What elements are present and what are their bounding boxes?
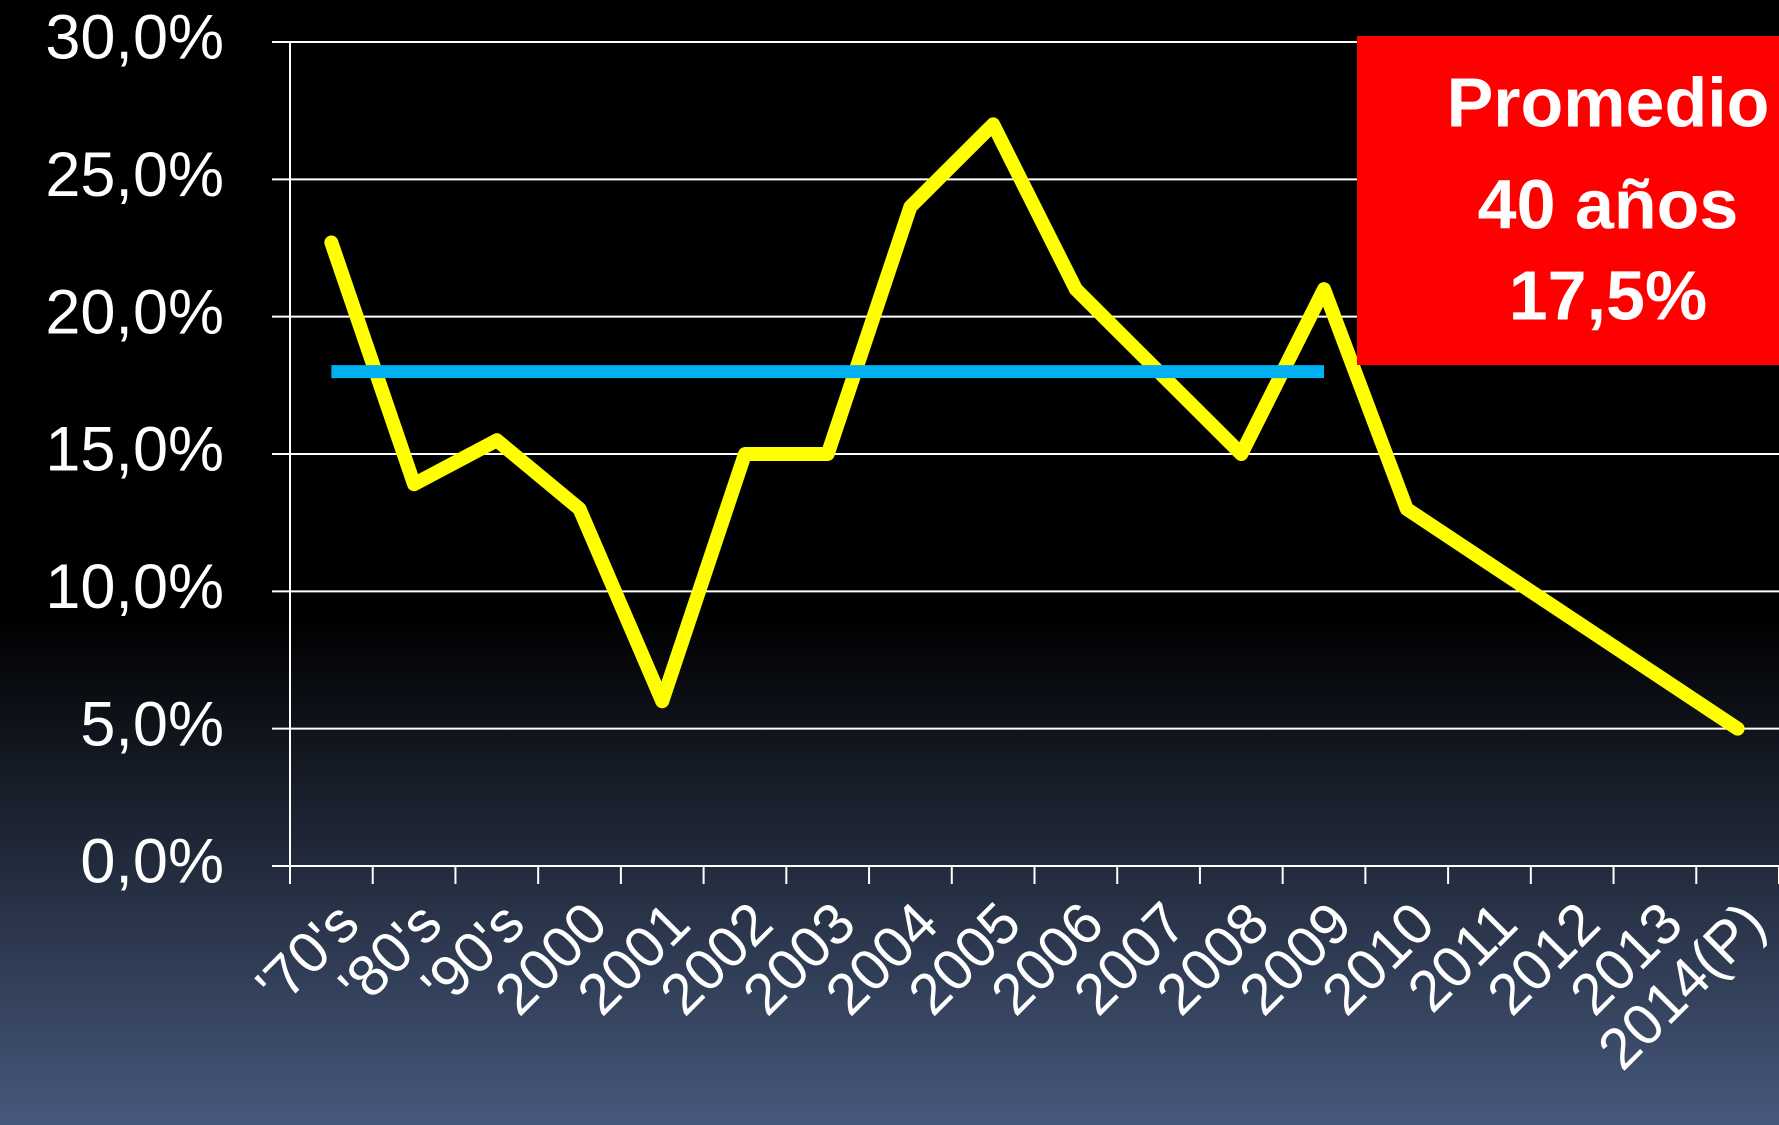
y-tick-label: 25,0% <box>45 140 224 210</box>
y-tick-label: 0,0% <box>80 827 224 897</box>
series-line <box>324 117 1745 736</box>
annotation-text: Promedio <box>1447 63 1770 141</box>
annotation-text: 40 años <box>1478 165 1739 243</box>
y-tick-label: 15,0% <box>45 415 224 485</box>
y-tick-label: 5,0% <box>80 689 224 759</box>
annotation-text: 17,5% <box>1509 256 1707 334</box>
y-tick-label: 30,0% <box>45 3 224 73</box>
y-tick-label: 10,0% <box>45 552 224 622</box>
y-tick-label: 20,0% <box>45 277 224 347</box>
annotation-box <box>1357 36 1779 365</box>
